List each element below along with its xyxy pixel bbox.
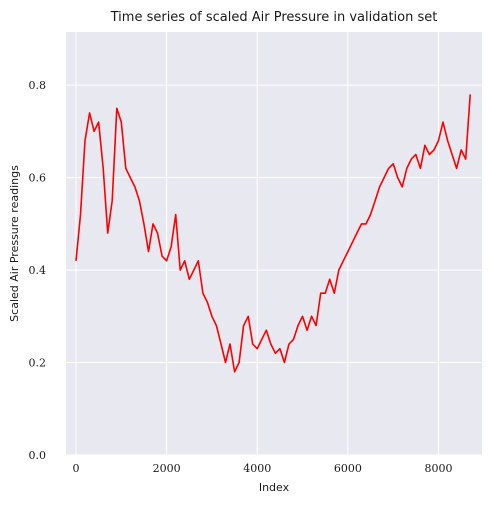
- plot-background: [66, 32, 482, 455]
- series-layer: [75, 94, 471, 373]
- x-axis-label: Index: [259, 481, 290, 494]
- series-line: [75, 94, 471, 373]
- y-tick-label: 0.0: [29, 449, 47, 462]
- x-tick-label: 0: [72, 462, 79, 475]
- x-tick-label: 2000: [153, 462, 181, 475]
- tick-labels: 0 2000 4000 6000 8000 0.0 0.2 0.4 0.6 0.8: [29, 79, 453, 475]
- y-tick-label: 0.8: [29, 79, 47, 92]
- y-tick-label: 0.4: [29, 264, 47, 277]
- grid: [66, 32, 482, 456]
- x-tick-label: 6000: [334, 462, 362, 475]
- y-axis-label: Scaled Air Pressure readings: [8, 165, 21, 322]
- x-tick-label: 4000: [243, 462, 271, 475]
- chart-title: Time series of scaled Air Pressure in va…: [110, 10, 438, 25]
- y-tick-label: 0.2: [29, 357, 47, 370]
- y-tick-label: 0.6: [29, 172, 47, 185]
- x-tick-label: 8000: [424, 462, 452, 475]
